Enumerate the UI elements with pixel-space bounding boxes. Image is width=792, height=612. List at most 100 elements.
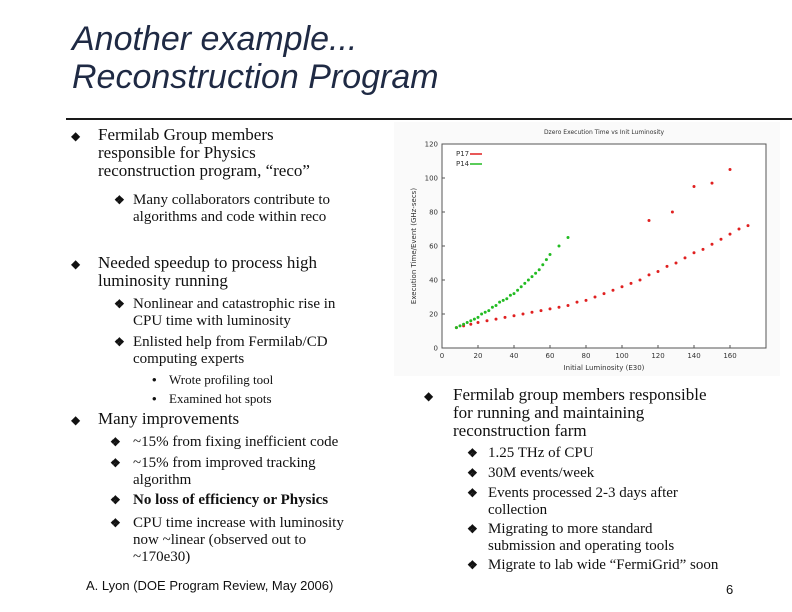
sub-bullet-thz: 1.25 THz of CPU (488, 445, 594, 461)
text-line: Enlisted help from Fermilab/CD (133, 334, 328, 350)
y-tick-label: 60 (429, 243, 438, 251)
y-axis-label: Execution Time/Event (GHz-secs) (410, 188, 418, 304)
sub-bullet-nonlinear: Nonlinear and catastrophic rise in CPU t… (133, 296, 335, 330)
data-point-p17 (521, 312, 525, 316)
chart-svg: Dzero Execution Time vs Init Luminosity 0… (410, 129, 767, 372)
x-tick-label: 160 (723, 352, 736, 360)
y-tick-label: 20 (429, 311, 438, 319)
data-point-p17 (728, 168, 732, 171)
data-point-p17 (494, 317, 498, 321)
data-point-p17 (611, 288, 615, 292)
text-line: algorithm (133, 472, 192, 488)
x-tick-label: 100 (615, 352, 628, 360)
diamond-bullet-icon: ◆ (424, 389, 434, 403)
data-point-p17 (602, 292, 606, 296)
data-point-p17 (629, 281, 633, 285)
text-line: luminosity running (98, 271, 228, 290)
check-bullet-icon: ❖ (467, 466, 478, 480)
data-point-p17 (485, 319, 489, 323)
page-number: 6 (726, 582, 734, 597)
data-point-p17 (530, 310, 534, 314)
diamond-bullet-icon: ◆ (71, 413, 81, 427)
text-line: CPU time with luminosity (133, 313, 291, 329)
check-bullet-icon: ❖ (114, 297, 125, 311)
legend-label: P17 (456, 150, 469, 158)
data-point-p17 (710, 181, 714, 185)
text-line: Events processed 2-3 days after (488, 485, 678, 501)
data-point-p17 (665, 264, 669, 268)
check-bullet-icon: ❖ (114, 193, 125, 207)
check-bullet-icon: ❖ (114, 335, 125, 349)
text-line: Many collaborators contribute to (133, 192, 331, 208)
x-axis-label: Initial Luminosity (E30) (564, 364, 645, 372)
bullet-farm-members: Fermilab group members responsible for r… (453, 386, 707, 440)
data-point-p14 (512, 292, 516, 296)
sub-bullet-migrating: Migrating to more standard submission an… (488, 521, 674, 555)
check-bullet-icon: ❖ (467, 558, 478, 572)
x-tick-label: 0 (440, 352, 444, 360)
y-tick-label: 120 (425, 141, 438, 149)
text-line: for running and maintaining (453, 403, 645, 422)
y-tick-label: 100 (425, 175, 438, 183)
data-point-p14 (487, 309, 491, 313)
text-line: ~15% from improved tracking (133, 455, 316, 471)
text-line: Nonlinear and catastrophic rise in (133, 296, 336, 312)
sub-bullet-tracking: ~15% from improved tracking algorithm (133, 455, 316, 489)
text-line: ~170e30) (133, 549, 191, 565)
data-point-p17 (548, 307, 552, 311)
data-point-p17 (674, 261, 678, 265)
text-line: responsible for Physics (98, 143, 256, 162)
subsub-bullet-profiling: Wrote profiling tool (169, 372, 274, 387)
text-line: Migrating to more standard (488, 521, 653, 537)
x-tick-label: 140 (687, 352, 700, 360)
data-point-p14 (469, 319, 473, 323)
data-point-p14 (530, 275, 534, 279)
text-line: computing experts (133, 351, 245, 367)
data-point-p14 (537, 268, 541, 272)
data-point-p14 (483, 310, 487, 314)
dot-bullet-icon: • (152, 372, 157, 387)
text-line: Fermilab group members responsible (453, 385, 707, 404)
data-point-p17 (575, 300, 579, 304)
text-line: reconstruction farm (453, 421, 587, 440)
check-bullet-icon: ❖ (467, 522, 478, 536)
sub-bullet-collaborators: Many collaborators contribute to algorit… (133, 192, 330, 226)
data-point-p14 (526, 278, 530, 282)
data-point-p17 (557, 305, 561, 309)
legend-label: P14 (456, 160, 470, 168)
check-bullet-icon: ❖ (110, 493, 121, 507)
data-point-p14 (472, 317, 476, 321)
x-tick-label: 120 (651, 352, 664, 360)
data-point-p14 (519, 285, 523, 289)
data-point-p17 (710, 242, 714, 246)
data-point-p17 (737, 227, 741, 231)
footer-credit: A. Lyon (DOE Program Review, May 2006) (86, 578, 334, 593)
plot-frame (441, 143, 767, 349)
luminosity-chart: Dzero Execution Time vs Init Luminosity 0… (394, 122, 780, 376)
y-tick-label: 40 (429, 277, 438, 285)
data-point-p14 (494, 304, 498, 307)
check-bullet-icon: ❖ (467, 446, 478, 460)
data-point-p14 (544, 258, 548, 262)
title-line-2: Reconstruction Program (72, 58, 439, 96)
data-point-p14 (465, 321, 469, 324)
data-point-p17 (647, 219, 651, 222)
sub-bullet-processed: Events processed 2-3 days after collecti… (488, 485, 678, 519)
data-point-p17 (503, 315, 507, 319)
text-line: Needed speedup to process high (98, 253, 318, 272)
data-point-p17 (701, 247, 705, 251)
chart-title: Dzero Execution Time vs Init Luminosity (544, 129, 665, 136)
data-point-p14 (476, 315, 480, 319)
x-tick-label: 60 (546, 352, 555, 360)
data-point-p14 (508, 293, 512, 297)
data-point-p14 (516, 288, 520, 292)
x-tick-label: 80 (582, 352, 591, 360)
data-point-p17 (476, 321, 480, 324)
text-line: now ~linear (observed out to (133, 532, 307, 548)
check-bullet-icon: ❖ (110, 516, 121, 530)
data-point-p17 (683, 256, 687, 260)
data-point-p17 (670, 210, 674, 214)
data-point-p17 (692, 185, 696, 188)
data-point-p17 (539, 309, 543, 313)
text-line: collection (488, 502, 548, 518)
